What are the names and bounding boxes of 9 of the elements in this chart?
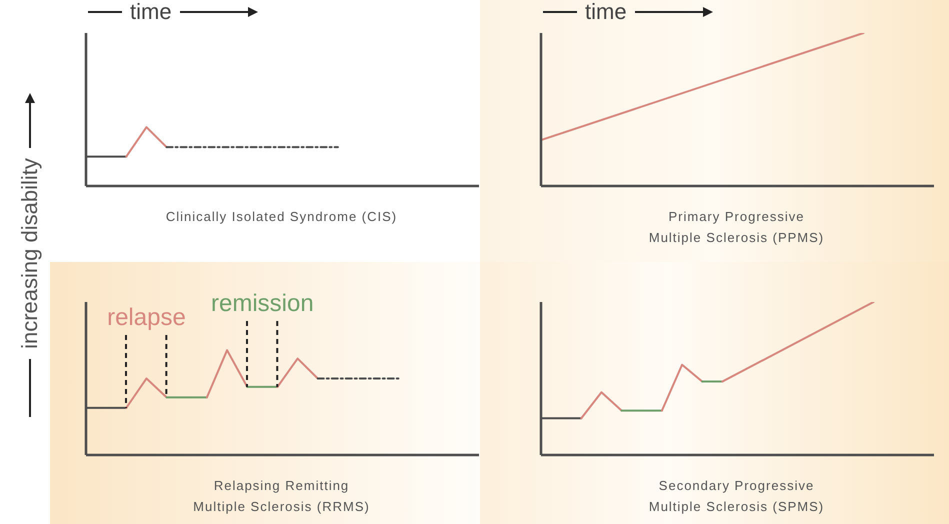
x-axis-title: Primary Progressive Multiple Sclerosis (PPMS): [648, 208, 826, 247]
text: time: [130, 0, 172, 24]
text: relapse: [107, 304, 186, 330]
x-axis-title: Clinically Isolated Syndrome (CIS): [164, 208, 398, 226]
y-axis-title: increasing disability: [17, 158, 43, 349]
x-axis-title: Secondary Progressive Multiple Sclerosis (SPMS): [648, 477, 826, 516]
text: remission: [210, 290, 314, 317]
text: time: [585, 0, 627, 24]
x-axis-title: Relapsing Remitting Multiple Sclerosis (RRMS): [192, 477, 371, 516]
